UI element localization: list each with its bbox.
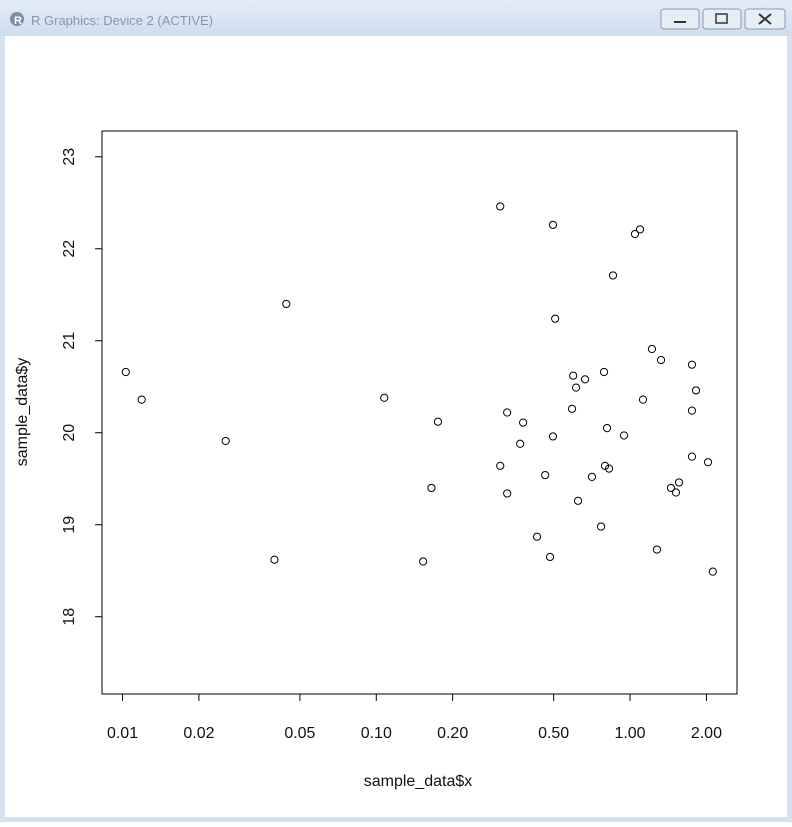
point xyxy=(703,458,713,467)
y-tick-label: 19 xyxy=(61,516,78,534)
point xyxy=(519,418,528,427)
point xyxy=(600,461,610,470)
point xyxy=(496,461,505,470)
point xyxy=(652,545,662,554)
point xyxy=(687,406,697,415)
point xyxy=(571,383,581,392)
y-tick-label: 21 xyxy=(61,332,78,350)
point xyxy=(587,472,597,481)
point xyxy=(516,439,525,448)
point xyxy=(503,489,512,498)
x-tick-label: 0.01 xyxy=(107,725,138,742)
point xyxy=(545,552,555,562)
point xyxy=(548,432,558,441)
point xyxy=(496,202,505,211)
y-tick-label: 20 xyxy=(61,424,78,442)
y-tick-label: 22 xyxy=(61,240,78,258)
point xyxy=(580,375,590,384)
x-tick-label: 0.10 xyxy=(361,725,392,742)
point xyxy=(674,478,684,487)
minimize-button[interactable] xyxy=(660,8,700,30)
point xyxy=(427,483,436,493)
x-tick-label: 1.00 xyxy=(614,725,645,742)
point xyxy=(567,404,577,413)
point xyxy=(608,271,618,280)
point xyxy=(619,431,629,440)
x-tick-label: 0.05 xyxy=(284,725,315,742)
point xyxy=(569,371,578,380)
point xyxy=(596,522,606,531)
close-button[interactable] xyxy=(744,8,786,30)
y-axis-label: sample_data$y xyxy=(14,358,31,467)
point xyxy=(503,408,512,417)
point xyxy=(687,452,697,461)
r-icon xyxy=(10,12,24,26)
point xyxy=(121,367,130,377)
point xyxy=(635,225,645,234)
y-tick-label: 18 xyxy=(61,608,78,626)
point xyxy=(599,367,609,377)
point xyxy=(532,532,542,541)
point xyxy=(137,395,146,404)
point xyxy=(548,220,558,229)
point xyxy=(221,436,230,446)
point xyxy=(708,567,717,576)
point xyxy=(551,314,560,323)
x-tick-label: 2.00 xyxy=(691,725,722,742)
point xyxy=(604,464,614,473)
x-axis-label: sample_data$x xyxy=(364,773,473,790)
point xyxy=(541,470,550,480)
point xyxy=(671,488,681,497)
y-tick-label: 23 xyxy=(61,148,78,166)
plot-canvas xyxy=(5,36,787,817)
point xyxy=(687,360,697,369)
r-icon-letter: R xyxy=(14,15,22,27)
point xyxy=(630,229,640,239)
point xyxy=(282,299,291,309)
point xyxy=(433,417,443,426)
point xyxy=(666,483,676,493)
point xyxy=(602,424,612,433)
x-tick-label: 0.50 xyxy=(538,725,569,742)
window-title: R Graphics: Device 2 (ACTIVE) xyxy=(31,13,213,28)
title-bar xyxy=(0,0,792,36)
x-tick-label: 0.20 xyxy=(437,725,468,742)
point xyxy=(691,386,701,395)
point xyxy=(656,355,666,365)
x-tick-label: 0.02 xyxy=(183,725,214,742)
point xyxy=(647,344,657,354)
plot: 0.01 0.02 0.05 0.10 0.20 0.50 1.00 2.00 18 19 20 21… xyxy=(61,148,722,742)
point xyxy=(419,557,428,566)
maximize-button[interactable] xyxy=(702,8,742,30)
point xyxy=(573,496,583,505)
point xyxy=(638,395,648,404)
point xyxy=(270,555,279,564)
point xyxy=(380,393,389,402)
